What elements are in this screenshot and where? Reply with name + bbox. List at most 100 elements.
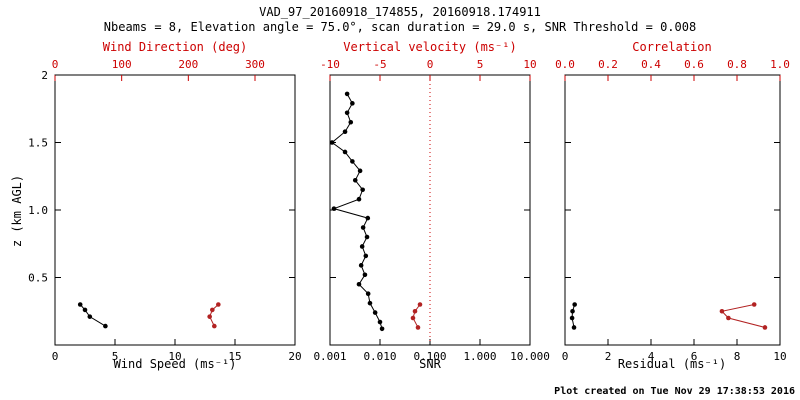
series-line-correlation xyxy=(720,304,766,328)
top-tick-label: 0 xyxy=(427,58,434,71)
x-tick-label: 10.000 xyxy=(510,350,550,363)
data-point-snr-profile xyxy=(358,263,364,268)
data-point-snr-profile xyxy=(360,225,366,230)
x-tick-label: 1.000 xyxy=(463,350,496,363)
top-tick-label: 0.8 xyxy=(727,58,747,71)
panel-1: 0.001 0.010 0.100 1.000 10.000 -10 -5 0 5 10 xyxy=(313,58,549,363)
data-point-snr-profile xyxy=(363,253,369,259)
data-point-correlation xyxy=(719,308,725,314)
data-point-snr-profile xyxy=(329,140,335,145)
data-point-snr-profile xyxy=(362,272,368,278)
x-tick-label: 10 xyxy=(773,350,786,363)
data-point-residual xyxy=(572,302,577,307)
plot-subtitle: Nbeams = 8, Elevation angle = 75.0°, sca… xyxy=(103,20,697,34)
x-tick-label: 6 xyxy=(691,350,698,363)
data-point-wind-direction xyxy=(207,314,212,319)
data-point-snr-profile xyxy=(365,291,371,297)
data-point-wind-direction xyxy=(216,302,221,307)
panel-frame xyxy=(54,74,296,346)
top-tick-label: 0.2 xyxy=(598,58,618,71)
data-point-snr-profile xyxy=(379,326,385,332)
data-point-snr-profile xyxy=(342,149,348,155)
x-tick-label: 5 xyxy=(112,350,119,363)
plot-created-timestamp: Plot created on Tue Nov 29 17:38:53 2016 xyxy=(554,386,795,397)
data-point-snr-profile xyxy=(350,159,355,164)
top-tick-label: 10 xyxy=(523,58,536,71)
data-point-snr-profile xyxy=(377,319,383,325)
y-tick-label: 2 xyxy=(41,69,48,82)
y-tick-label: 1.5 xyxy=(28,137,48,150)
data-point-vertical-velocity xyxy=(412,308,418,314)
data-point-snr-profile xyxy=(357,168,363,174)
data-point-snr-profile xyxy=(365,215,371,221)
top-tick-label: 0.4 xyxy=(641,58,661,71)
data-point-wind-direction xyxy=(212,323,217,329)
x-tick-label: 10 xyxy=(168,350,181,363)
x-tick-label: 0.100 xyxy=(413,350,446,363)
x-tick-label: 0 xyxy=(52,350,59,363)
top-tick-label: -10 xyxy=(320,58,340,71)
y-tick-label: 1.0 xyxy=(28,204,48,217)
top-tick-label: 0 xyxy=(52,58,59,71)
data-point-snr-profile xyxy=(367,300,373,306)
data-point-snr-profile xyxy=(356,281,362,287)
x-tick-label: 0.010 xyxy=(363,350,396,363)
y-axis-label: z (km AGL) xyxy=(10,174,24,248)
x-tick-label: 0.001 xyxy=(313,350,346,363)
x-axis-label-wind-speed: Wind Speed (ms⁻¹) xyxy=(113,357,237,371)
x-axis-label-residual: Residual (ms⁻¹) xyxy=(617,357,727,371)
data-point-residual xyxy=(571,325,577,330)
panel-2: 0 2 4 6 8 10 0.0 0.2 0.4 0.6 0.8 1.0 xyxy=(555,58,790,363)
top-tick-label: 0.6 xyxy=(684,58,704,71)
x-tick-label: 8 xyxy=(734,350,741,363)
data-point-snr-profile xyxy=(348,119,354,125)
y-tick-label: 0.5 xyxy=(28,272,48,285)
top-tick-label: 5 xyxy=(477,58,484,71)
series-line-vertical-velocity xyxy=(412,304,421,328)
data-point-vertical-velocity xyxy=(410,315,416,321)
data-point-snr-profile xyxy=(331,206,337,211)
data-point-wind-speed xyxy=(87,314,93,319)
data-point-snr-profile xyxy=(359,244,365,249)
series-line-snr-profile xyxy=(331,93,383,329)
data-point-snr-profile xyxy=(372,310,378,315)
data-point-wind-speed xyxy=(103,323,108,329)
data-point-snr-profile xyxy=(344,110,350,116)
top-tick-label: -5 xyxy=(373,58,386,71)
panel-frame xyxy=(564,74,781,346)
x-tick-label: 15 xyxy=(228,350,241,363)
data-point-snr-profile xyxy=(356,196,362,202)
series-line-wind-speed xyxy=(79,304,106,327)
data-point-snr-profile xyxy=(342,129,348,134)
x-tick-label: 4 xyxy=(648,350,655,363)
data-point-snr-profile xyxy=(350,101,355,106)
x-tick-label: 2 xyxy=(605,350,612,363)
top-tick-label: 100 xyxy=(112,58,132,71)
top-tick-label: 1.0 xyxy=(770,58,790,71)
data-point-vertical-velocity xyxy=(417,302,423,307)
data-point-snr-profile xyxy=(352,178,358,183)
x-axis-label-snr: SNR xyxy=(419,357,441,371)
x-tick-label: 20 xyxy=(288,350,301,363)
top-axis-label-correlation: Correlation xyxy=(632,40,712,54)
data-point-snr-profile xyxy=(344,91,350,97)
data-point-correlation xyxy=(751,302,757,307)
data-point-residual xyxy=(569,315,575,321)
data-point-wind-direction xyxy=(210,307,215,313)
top-axis-label-vertical-velocity: Vertical velocity (ms⁻¹) xyxy=(343,40,517,54)
data-point-residual xyxy=(570,308,575,314)
x-tick-label: 0 xyxy=(562,350,569,363)
series-line-residual xyxy=(571,304,576,328)
data-point-vertical-velocity xyxy=(415,325,421,330)
data-point-snr-profile xyxy=(360,187,365,193)
top-tick-label: 0.0 xyxy=(555,58,575,71)
series-line-wind-direction xyxy=(209,304,219,327)
top-tick-label: 300 xyxy=(245,58,265,71)
top-tick-label: 200 xyxy=(178,58,198,71)
data-point-snr-profile xyxy=(364,234,370,240)
data-point-correlation xyxy=(726,315,731,321)
plot-title: VAD_97_20160918_174855, 20160918.174911 xyxy=(259,5,541,19)
